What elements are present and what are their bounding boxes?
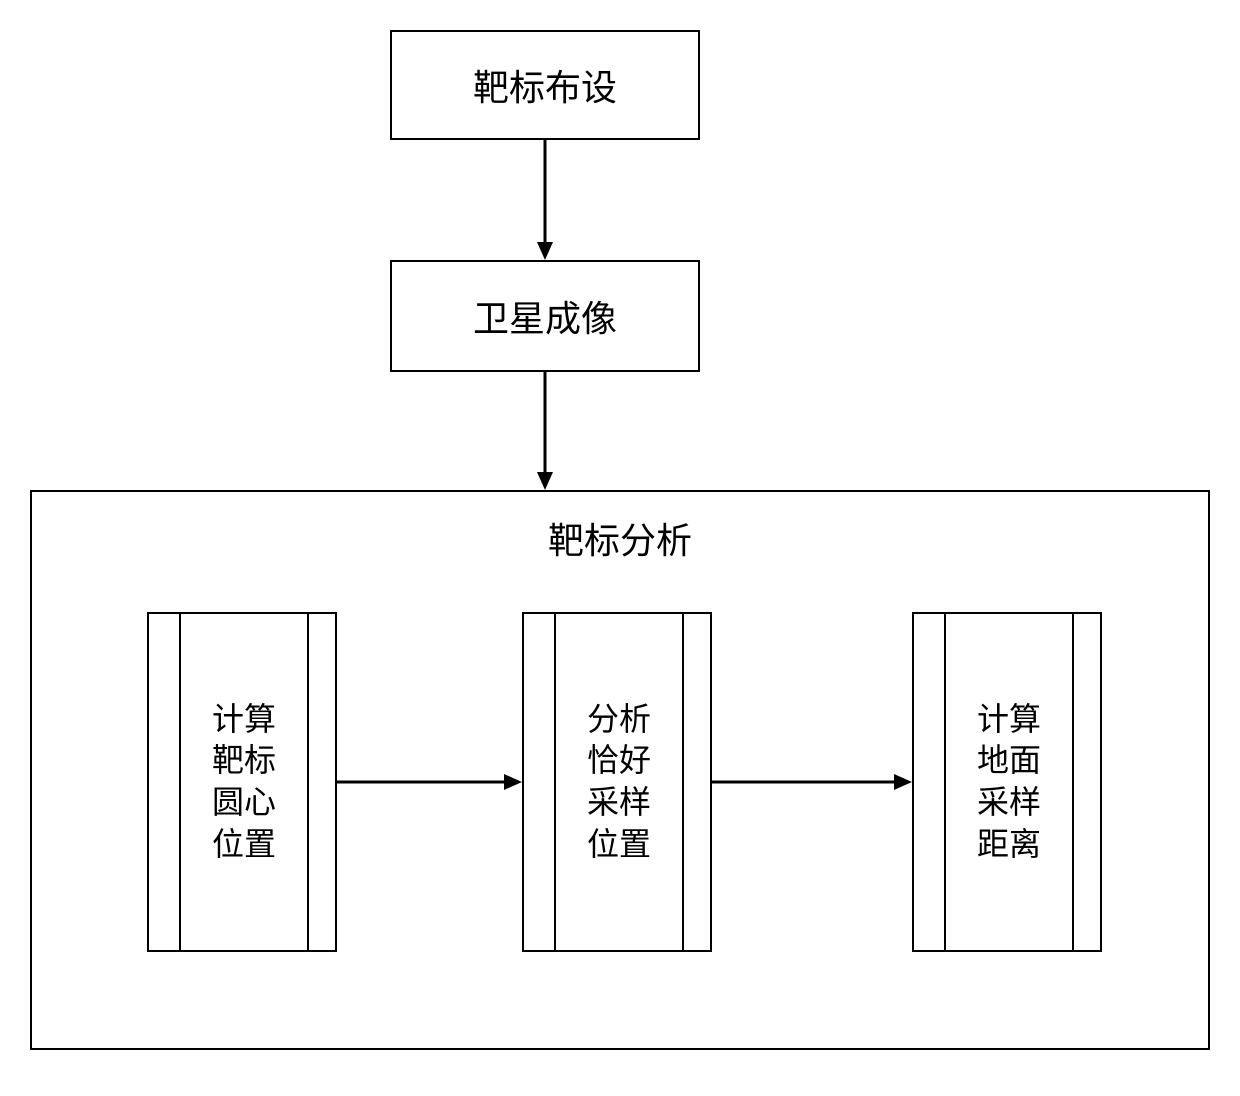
container-title: 靶标分析	[32, 512, 1208, 564]
node-calc-ground-distance-text: 计算 地面 采样 距离	[977, 699, 1041, 865]
node-target-setup-label: 靶标布设	[473, 59, 617, 111]
text-line: 计算	[212, 699, 276, 741]
container-title-label: 靶标分析	[548, 521, 692, 561]
node-satellite-imaging-label: 卫星成像	[473, 290, 617, 342]
node-analyze-sampling-pos-labelarea: 分析 恰好 采样 位置	[554, 614, 684, 950]
text-line: 地面	[977, 740, 1041, 782]
node-analyze-sampling-pos-text: 分析 恰好 采样 位置	[587, 699, 651, 865]
arrow-inner-left-to-mid	[337, 767, 524, 797]
arrow-top-to-mid	[525, 140, 565, 262]
node-calc-ground-distance-labelarea: 计算 地面 采样 距离	[944, 614, 1074, 950]
node-calc-target-center-labelarea: 计算 靶标 圆心 位置	[179, 614, 309, 950]
text-line: 恰好	[587, 740, 651, 782]
text-line: 采样	[977, 782, 1041, 824]
text-line: 靶标	[212, 740, 276, 782]
node-satellite-imaging: 卫星成像	[390, 260, 700, 372]
arrow-inner-mid-to-right	[712, 767, 914, 797]
text-line: 位置	[587, 824, 651, 866]
node-calc-target-center: 计算 靶标 圆心 位置	[147, 612, 337, 952]
node-analyze-sampling-pos: 分析 恰好 采样 位置	[522, 612, 712, 952]
text-line: 圆心	[212, 782, 276, 824]
text-line: 采样	[587, 782, 651, 824]
text-line: 距离	[977, 824, 1041, 866]
arrow-mid-to-container	[525, 372, 565, 492]
node-calc-target-center-text: 计算 靶标 圆心 位置	[212, 699, 276, 865]
text-line: 分析	[587, 699, 651, 741]
node-target-analysis-container: 靶标分析 计算 靶标 圆心 位置 分析 恰好 采样 位置	[30, 490, 1210, 1050]
node-calc-ground-distance: 计算 地面 采样 距离	[912, 612, 1102, 952]
text-line: 位置	[212, 824, 276, 866]
text-line: 计算	[977, 699, 1041, 741]
node-target-setup: 靶标布设	[390, 30, 700, 140]
